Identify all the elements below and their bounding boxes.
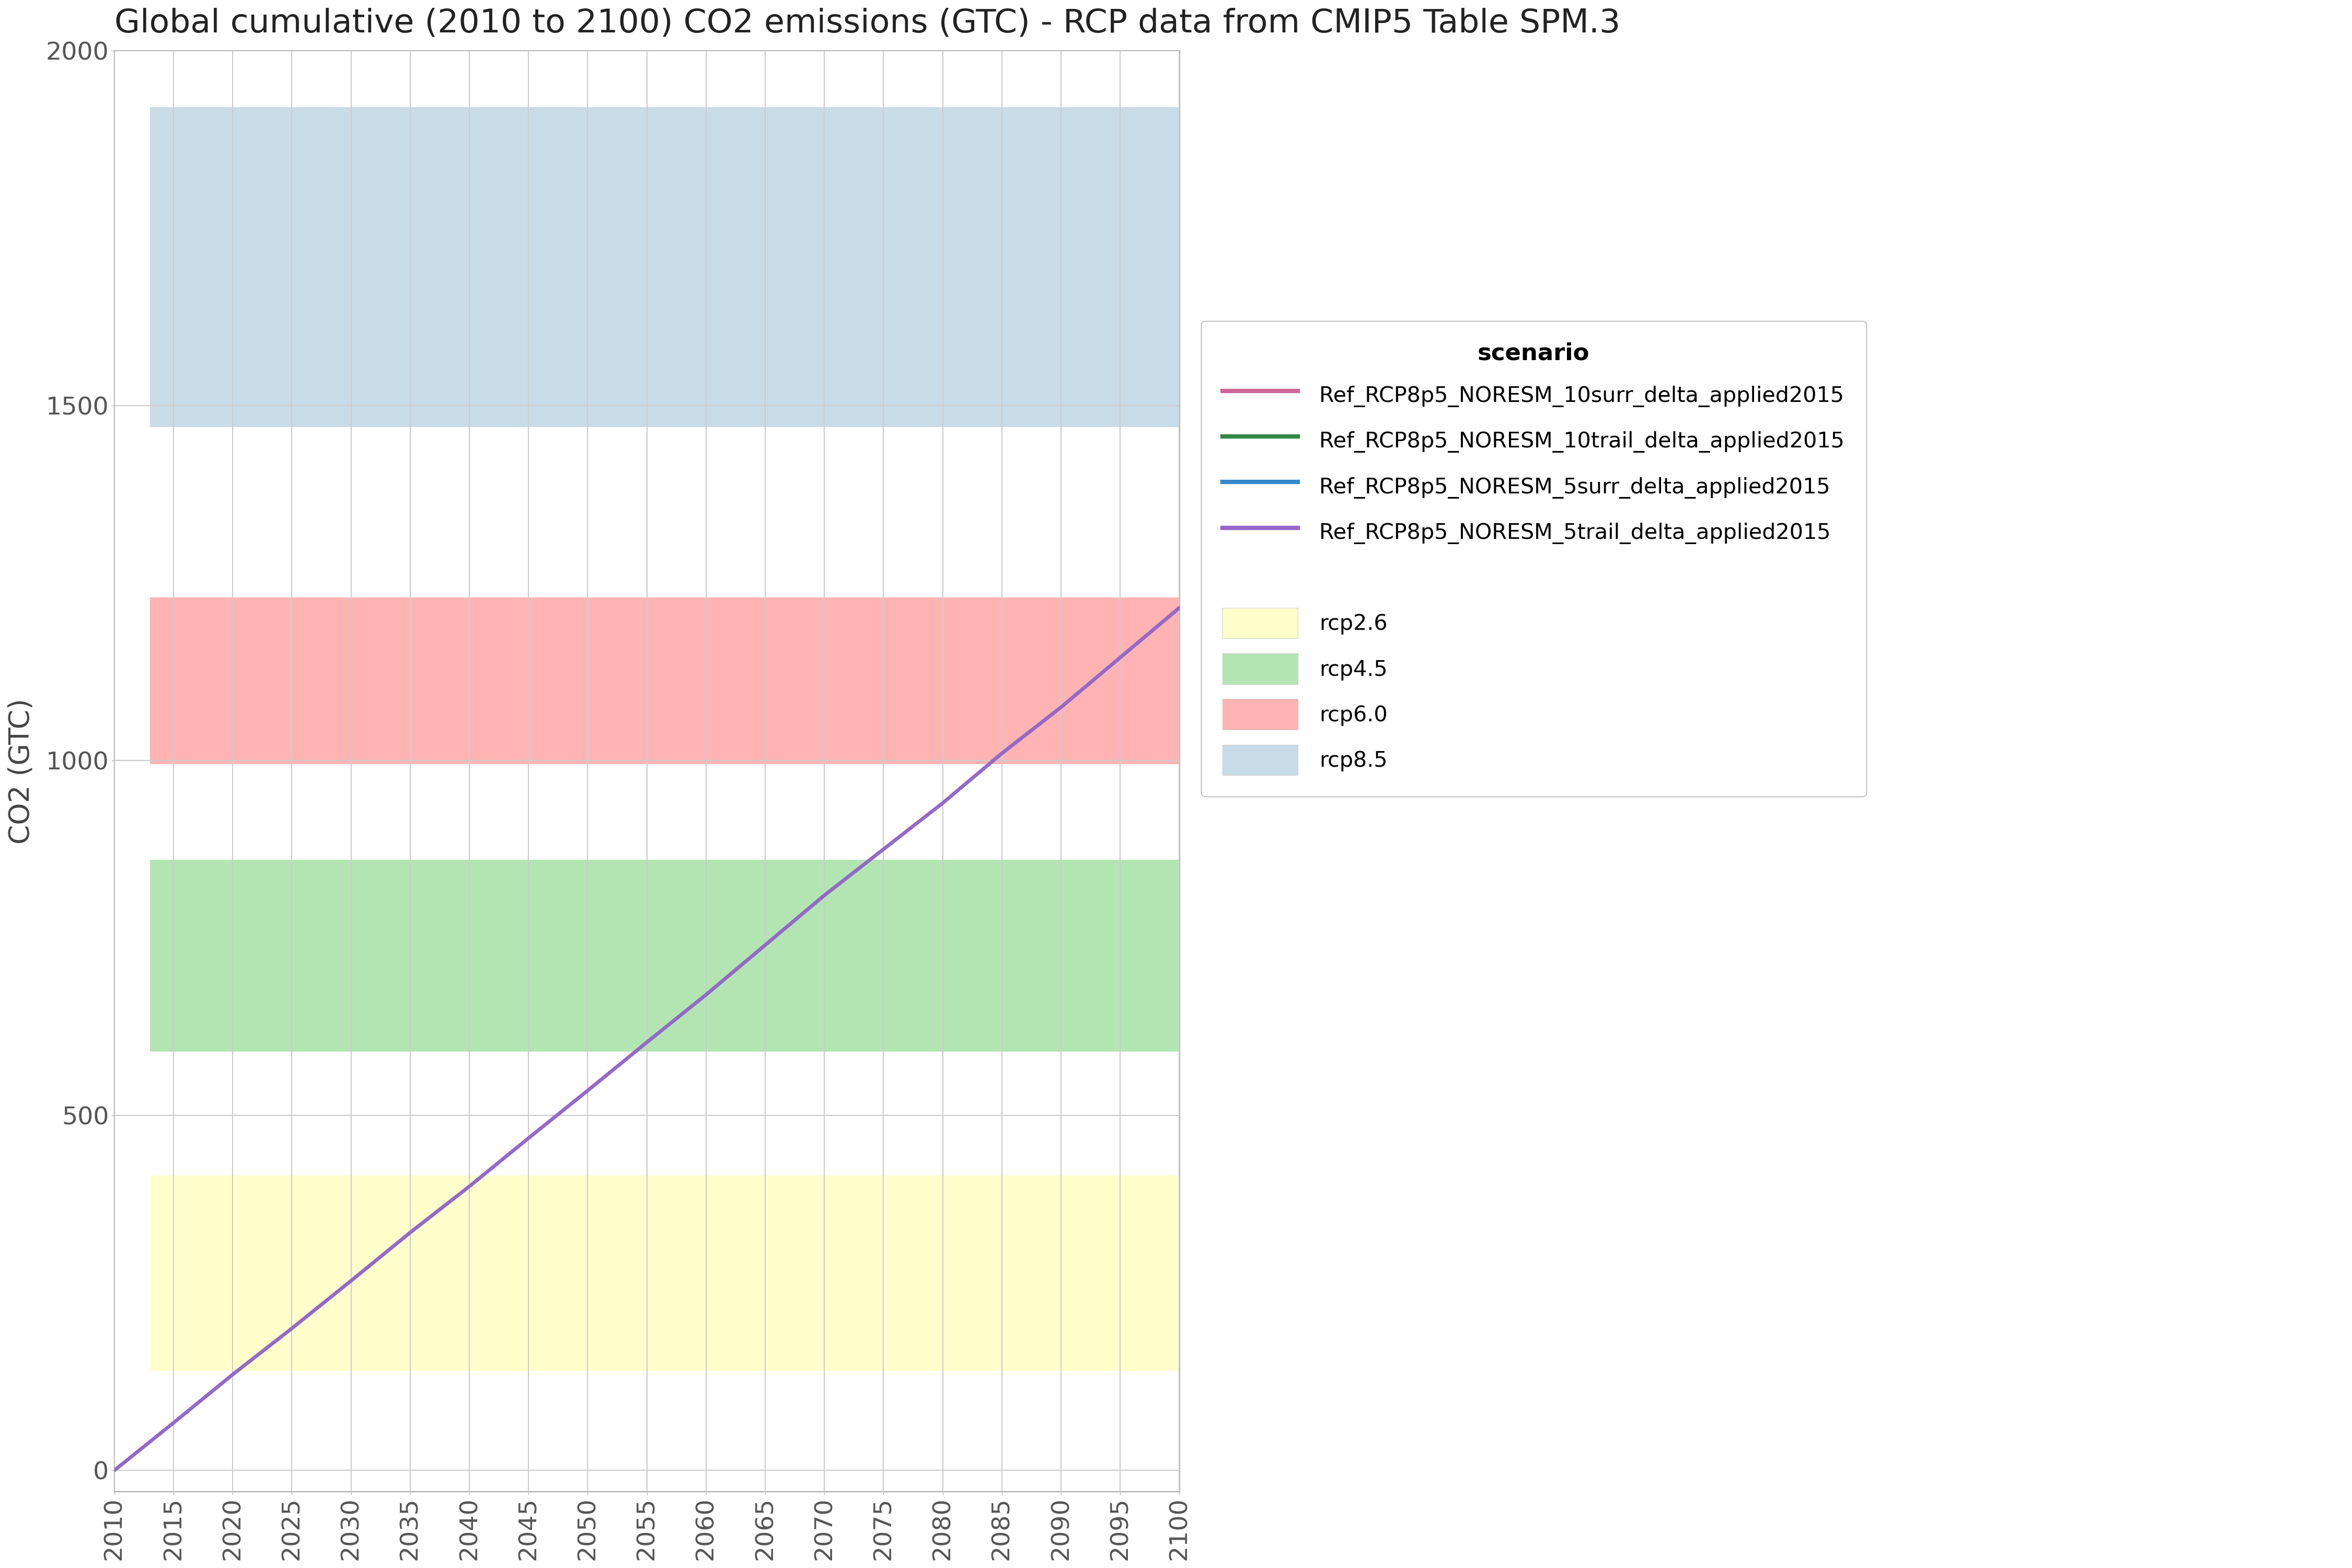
Bar (151, 107, 1178, 426)
Y-axis label: CO2 (GTC): CO2 (GTC) (7, 698, 35, 844)
Bar (151, 859, 1178, 1052)
Legend: Ref_RCP8p5_NORESM_10surr_delta_applied2015, Ref_RCP8p5_NORESM_10trail_delta_appl: Ref_RCP8p5_NORESM_10surr_delta_applied20… (1202, 321, 1865, 797)
Text: Global cumulative (2010 to 2100) CO2 emissions (GTC) - RCP data from CMIP5 Table: Global cumulative (2010 to 2100) CO2 emi… (115, 8, 1621, 39)
Bar (151, 597, 1178, 764)
Bar (151, 1176, 1178, 1370)
